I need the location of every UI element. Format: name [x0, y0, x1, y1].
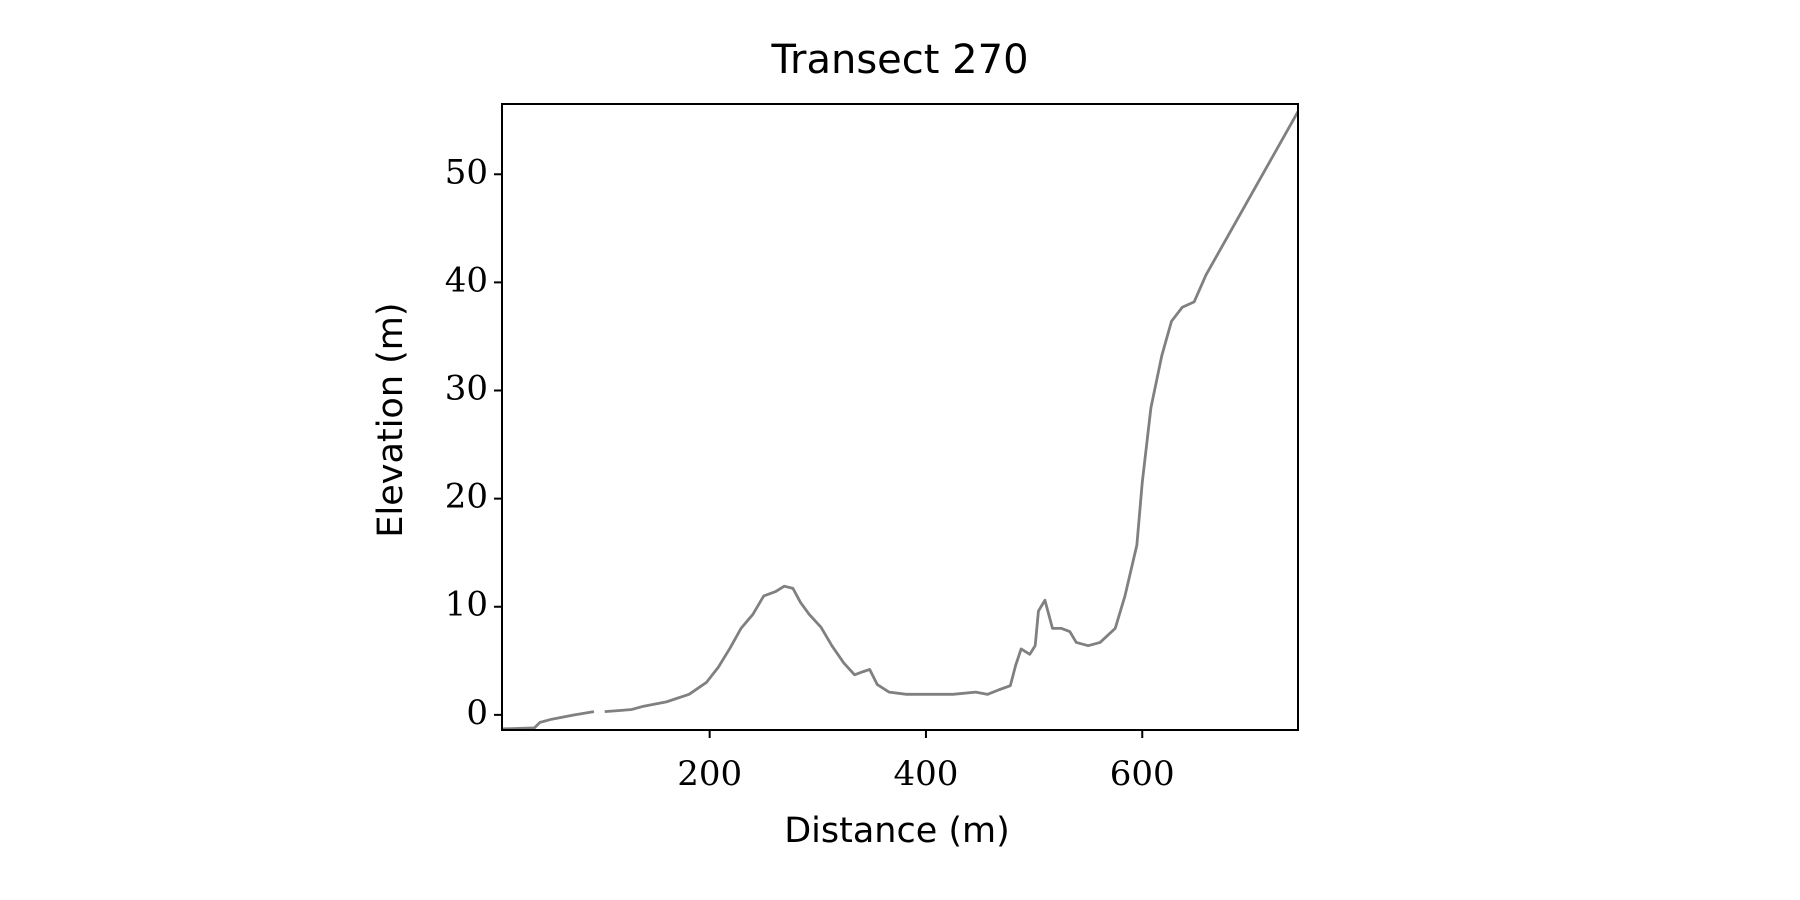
x-axis-label: Distance (m): [784, 811, 1010, 851]
y-tick-label: 50: [445, 152, 488, 192]
y-tick-label: 30: [445, 369, 488, 409]
y-tick-label: 0: [466, 693, 488, 733]
line: [502, 110, 1298, 730]
x-tick-label: 200: [677, 754, 742, 794]
y-tick-label: 10: [445, 585, 488, 625]
chart-title: Transect 270: [770, 37, 1028, 83]
x-tick-label: 400: [894, 754, 959, 794]
y-axis-label: Elevation (m): [371, 302, 411, 537]
x-tick-label: 600: [1110, 754, 1175, 794]
y-tick-label: 40: [445, 260, 488, 300]
plot-frame: [501, 103, 1299, 731]
y-tick-label: 20: [445, 477, 488, 517]
